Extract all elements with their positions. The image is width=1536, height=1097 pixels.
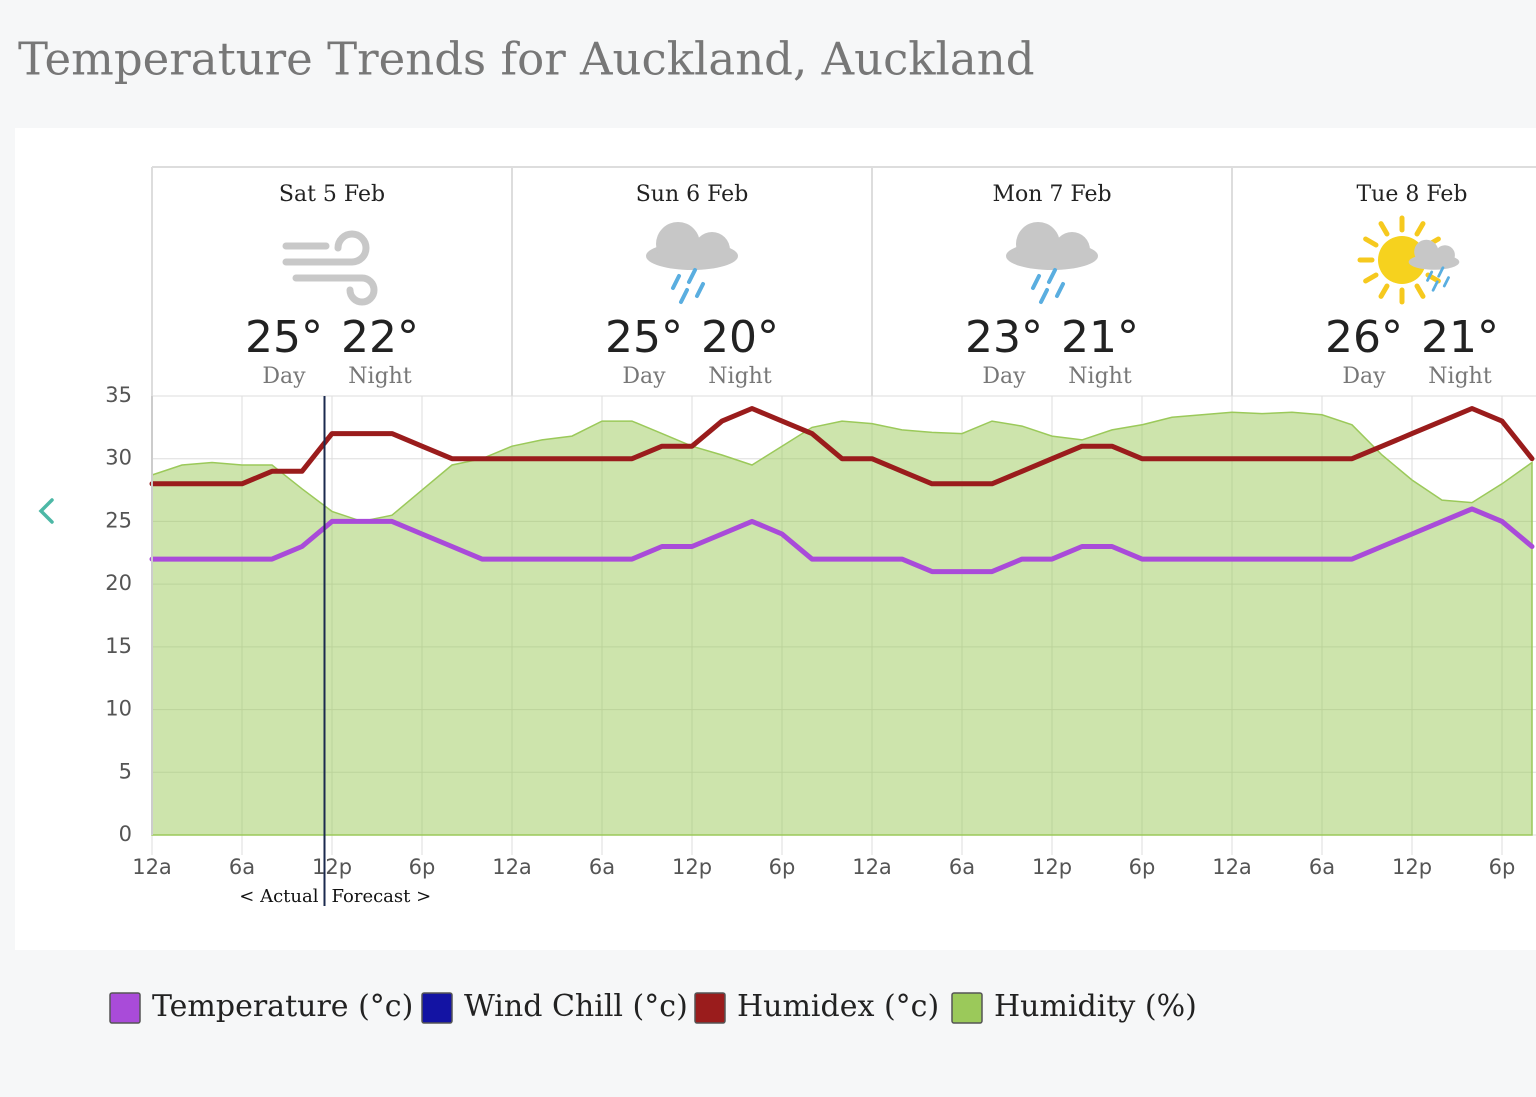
day-high-label: Day bbox=[1342, 364, 1386, 389]
legend-swatch bbox=[951, 992, 983, 1024]
day-date: Sat 5 Feb bbox=[279, 182, 385, 207]
x-tick-label: 6a bbox=[589, 855, 615, 879]
icon-wind bbox=[292, 274, 378, 306]
x-tick-label: 6p bbox=[1129, 855, 1156, 879]
icon-wind bbox=[282, 230, 370, 266]
x-tick-label: 6a bbox=[229, 855, 255, 879]
x-tick-label: 12a bbox=[1212, 855, 1252, 879]
icon-cloud-part bbox=[1054, 232, 1090, 268]
previous-button[interactable] bbox=[38, 498, 54, 524]
x-tick-label: 12a bbox=[132, 855, 172, 879]
icon-raindrop bbox=[687, 268, 697, 284]
icon-raindrop bbox=[679, 288, 689, 304]
legend-label: Temperature (°c) bbox=[152, 989, 413, 1024]
chart-title: Temperature Trends for Auckland, Aucklan… bbox=[18, 33, 1035, 86]
forecast-label: Forecast > bbox=[332, 886, 432, 907]
icon-cloud-part bbox=[656, 222, 700, 266]
y-tick-label: 15 bbox=[105, 634, 132, 658]
day-low-label: Night bbox=[708, 364, 772, 389]
x-tick-label: 6a bbox=[1309, 855, 1335, 879]
legend-swatch bbox=[694, 992, 726, 1024]
day-date: Tue 8 Feb bbox=[1356, 182, 1467, 207]
x-tick-label: 6p bbox=[769, 855, 796, 879]
icon-sun-ray bbox=[1363, 236, 1379, 248]
weather-icon bbox=[646, 222, 738, 304]
y-tick-label: 5 bbox=[119, 759, 132, 783]
x-tick-label: 12p bbox=[1032, 855, 1072, 879]
y-tick-label: 20 bbox=[105, 571, 132, 595]
icon-raindrop bbox=[1426, 270, 1434, 282]
x-tick-label: 12a bbox=[852, 855, 892, 879]
legend-label: Humidity (%) bbox=[994, 989, 1197, 1024]
day-high-label: Day bbox=[982, 364, 1026, 389]
weather-icon bbox=[1357, 215, 1460, 305]
legend-swatch bbox=[421, 992, 453, 1024]
day-high: 26° bbox=[1325, 312, 1403, 363]
icon-cloud-part bbox=[694, 232, 730, 268]
icon-raindrop bbox=[1055, 282, 1065, 298]
icon-sun-ray bbox=[1363, 272, 1379, 284]
icon-cloud-part bbox=[1414, 239, 1439, 264]
icon-sun-ray bbox=[1414, 221, 1426, 237]
y-tick-label: 25 bbox=[105, 508, 132, 532]
icon-cloud-part bbox=[1016, 222, 1060, 266]
icon-cloud-part bbox=[1435, 245, 1455, 265]
legend-label: Wind Chill (°c) bbox=[464, 989, 688, 1024]
x-tick-label: 6a bbox=[949, 855, 975, 879]
icon-raindrop bbox=[1031, 274, 1041, 290]
series-line bbox=[149, 406, 1535, 487]
y-tick-label: 10 bbox=[105, 697, 132, 721]
icon-sun bbox=[1378, 236, 1426, 284]
icon-sun-ray bbox=[1378, 221, 1390, 237]
day-low-label: Night bbox=[1068, 364, 1132, 389]
icon-raindrop bbox=[1437, 266, 1445, 278]
plot: Sat 5 Feb 25° 22° Day Night Sun 6 Feb 25° 20° Da… bbox=[149, 166, 1536, 855]
x-tick-label: 12p bbox=[672, 855, 712, 879]
icon-raindrop bbox=[695, 282, 705, 298]
day-low-label: Night bbox=[348, 364, 412, 389]
legend-swatch bbox=[109, 992, 141, 1024]
day-high-label: Day bbox=[262, 364, 306, 389]
x-tick-label: 12p bbox=[1392, 855, 1432, 879]
day-high-label: Day bbox=[622, 364, 666, 389]
day-low: 20° bbox=[701, 312, 779, 363]
day-high: 25° bbox=[605, 312, 683, 363]
day-high: 23° bbox=[965, 312, 1043, 363]
weather-icon bbox=[282, 230, 378, 306]
day-low: 22° bbox=[341, 312, 419, 363]
icon-raindrop bbox=[1442, 276, 1450, 288]
day-date: Sun 6 Feb bbox=[636, 182, 749, 207]
icon-raindrop bbox=[1039, 288, 1049, 304]
icon-sun-ray bbox=[1414, 283, 1426, 299]
icon-raindrop bbox=[1431, 280, 1439, 292]
legend-label: Humidex (°c) bbox=[737, 989, 939, 1024]
x-tick-label: 12p bbox=[312, 855, 352, 879]
weather-icon bbox=[1006, 222, 1098, 304]
day-low-label: Night bbox=[1428, 364, 1492, 389]
series-line bbox=[149, 506, 1535, 575]
x-tick-label: 12a bbox=[492, 855, 532, 879]
day-high: 25° bbox=[245, 312, 323, 363]
y-tick-label: 30 bbox=[105, 446, 132, 470]
x-tick-label: 6p bbox=[1489, 855, 1516, 879]
y-tick-label: 0 bbox=[119, 822, 132, 846]
day-low: 21° bbox=[1421, 312, 1499, 363]
actual-label: < Actual bbox=[239, 886, 318, 907]
legend: Temperature (°c) Wind Chill (°c) Humidex (… bbox=[109, 989, 1197, 1024]
day-date: Mon 7 Feb bbox=[992, 182, 1111, 207]
icon-raindrop bbox=[671, 274, 681, 290]
day-low: 21° bbox=[1061, 312, 1139, 363]
icon-sun-ray bbox=[1378, 283, 1390, 299]
icon-raindrop bbox=[1047, 268, 1057, 284]
y-tick-label: 35 bbox=[105, 383, 132, 407]
x-tick-label: 6p bbox=[409, 855, 436, 879]
